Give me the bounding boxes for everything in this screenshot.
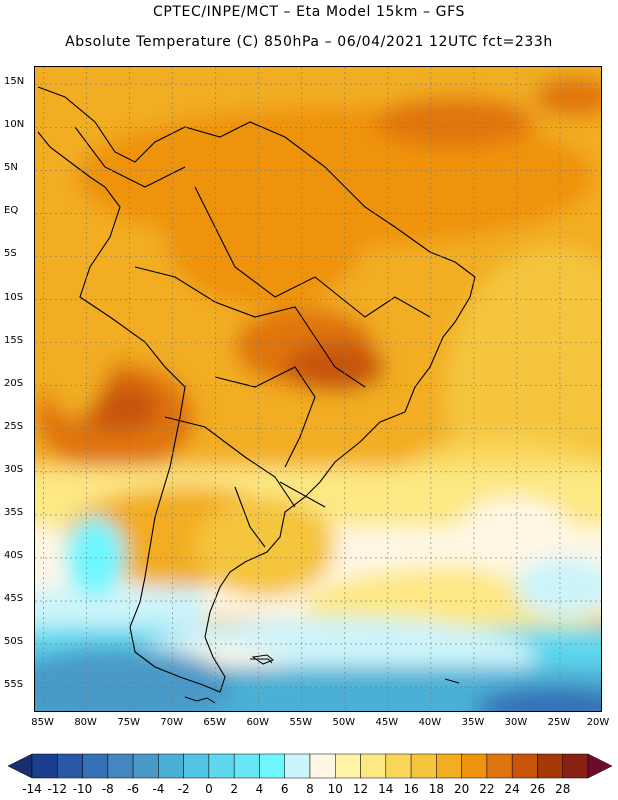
longitude-label: 40W bbox=[418, 717, 442, 728]
falkland-islands bbox=[251, 654, 274, 665]
colorbar-box bbox=[284, 753, 311, 779]
longitude-label: 20W bbox=[586, 717, 610, 728]
colorbar-label: 10 bbox=[327, 782, 343, 796]
temperature-map bbox=[34, 66, 602, 712]
colorbar-label: 18 bbox=[428, 782, 444, 796]
latitude-label: 10N bbox=[4, 119, 25, 131]
colorbar-label: 22 bbox=[479, 782, 495, 796]
latitude-label: 55S bbox=[4, 679, 24, 691]
colorbar-label: 16 bbox=[403, 782, 419, 796]
map-title: CPTEC/INPE/MCT – Eta Model 15km – GFS bbox=[152, 4, 466, 20]
colorbar-label: 4 bbox=[255, 782, 264, 796]
colorbar-box bbox=[360, 753, 387, 779]
colorbar-box bbox=[107, 753, 134, 779]
latitude-label: EQ bbox=[4, 205, 19, 217]
colorbar-underflow-arrow bbox=[7, 753, 33, 779]
colorbar-label: -12 bbox=[47, 782, 68, 796]
colorbar bbox=[7, 753, 613, 779]
colorbar-label: 0 bbox=[205, 782, 213, 796]
colorbar-label: -2 bbox=[177, 782, 190, 796]
colorbar-box bbox=[410, 753, 437, 779]
colorbar-overflow-arrow bbox=[587, 753, 613, 779]
colorbar-box bbox=[82, 753, 109, 779]
colorbar-box bbox=[335, 753, 361, 779]
colorbar-box bbox=[562, 753, 589, 779]
colorbar-box bbox=[309, 753, 336, 779]
latitude-label: 40S bbox=[4, 549, 24, 561]
colorbar-box bbox=[158, 753, 184, 779]
latitude-label: 15N bbox=[4, 76, 25, 88]
colorbar-label: 24 bbox=[504, 782, 520, 796]
latitude-label: 45S bbox=[4, 593, 24, 605]
colorbar-box bbox=[537, 753, 563, 779]
colorbar-label: -14 bbox=[22, 782, 42, 796]
colorbar-label: -6 bbox=[127, 782, 140, 796]
colorbar-box bbox=[132, 753, 159, 779]
longitude-label: 30W bbox=[504, 717, 528, 728]
colorbar-label: 8 bbox=[306, 782, 314, 796]
colorbar-box bbox=[511, 753, 538, 779]
colorbar-box bbox=[31, 753, 58, 779]
colorbar-label: 2 bbox=[230, 782, 238, 796]
temperature-field bbox=[35, 67, 601, 711]
longitude-label: 85W bbox=[31, 717, 54, 728]
colorbar-box bbox=[208, 753, 235, 779]
temperature-shading bbox=[35, 67, 601, 711]
longitude-label: 80W bbox=[74, 717, 97, 728]
longitude-label: 50W bbox=[332, 717, 356, 728]
longitude-label: 45W bbox=[375, 717, 399, 728]
colorbar-box bbox=[486, 753, 513, 779]
latitude-label: 35S bbox=[4, 506, 24, 518]
latitude-label: 10S bbox=[4, 291, 24, 303]
colorbar-box bbox=[436, 753, 462, 779]
latitude-label: 50S bbox=[4, 636, 24, 648]
colorbar-box bbox=[233, 753, 260, 779]
longitude-label: 75W bbox=[117, 717, 140, 728]
map-subtitle: Absolute Temperature (C) 850hPa – 06/04/… bbox=[65, 34, 553, 50]
longitude-label: 35W bbox=[461, 717, 485, 728]
latitude-label: 20S bbox=[4, 377, 24, 389]
colorbar-box bbox=[385, 753, 412, 779]
longitude-label: 25W bbox=[547, 717, 571, 728]
longitude-label: 70W bbox=[160, 717, 183, 728]
colorbar-label: -4 bbox=[152, 782, 165, 796]
latitude-label: 5N bbox=[4, 162, 18, 174]
latitude-label: 15S bbox=[4, 334, 24, 346]
longitude-label: 55W bbox=[289, 717, 313, 728]
colorbar-box bbox=[57, 753, 83, 779]
longitude-label: 65W bbox=[203, 717, 227, 728]
colorbar-box bbox=[461, 753, 488, 779]
coastlines bbox=[37, 86, 476, 693]
latitude-label: 5S bbox=[4, 248, 17, 260]
colorbar-box bbox=[183, 753, 210, 779]
colorbar-box bbox=[259, 753, 285, 779]
latitude-label: 30S bbox=[4, 463, 24, 475]
colorbar-label: 20 bbox=[453, 782, 470, 796]
colorbar-label: -10 bbox=[72, 782, 93, 796]
colorbar-label: 28 bbox=[555, 782, 571, 796]
longitude-label: 60W bbox=[246, 717, 270, 728]
colorbar-label: 6 bbox=[280, 782, 289, 796]
colorbar-label: -8 bbox=[101, 782, 114, 796]
colorbar-label: 14 bbox=[378, 782, 394, 796]
colorbar-label: 12 bbox=[352, 782, 369, 796]
colorbar-label: 26 bbox=[529, 782, 546, 796]
latitude-label: 25S bbox=[4, 420, 24, 432]
